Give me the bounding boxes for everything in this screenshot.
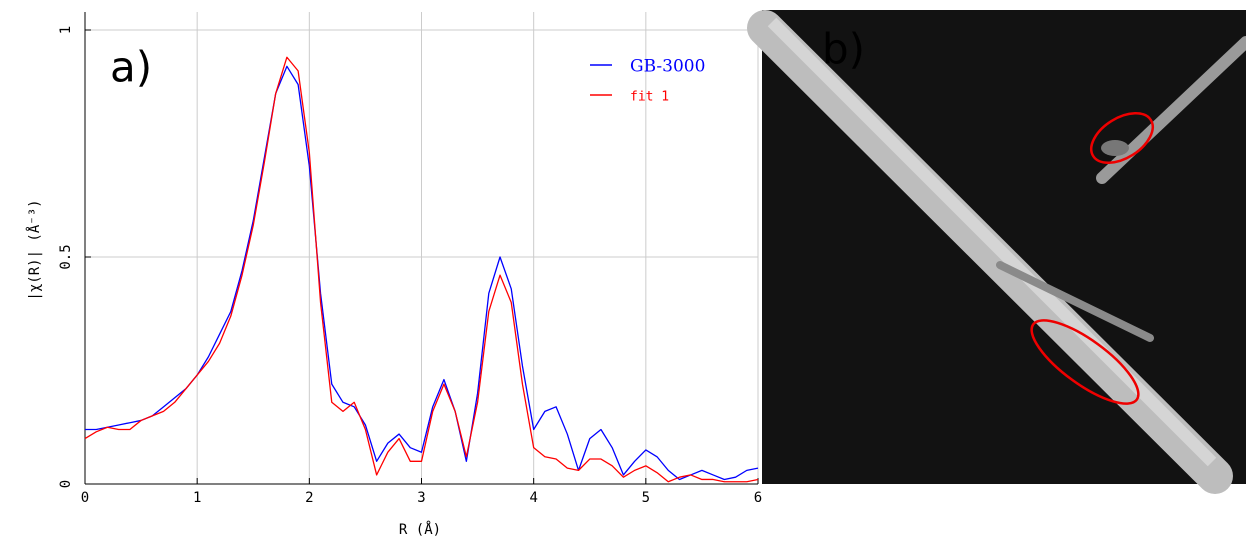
- x-tick-label: 6: [754, 490, 762, 506]
- data-line: [84, 56, 759, 483]
- x-tick-label: 2: [305, 490, 313, 506]
- x-tick-label: 5: [642, 490, 650, 506]
- y-tick-label: 1: [58, 26, 74, 34]
- x-tick-label: 0: [81, 490, 89, 506]
- x-tick-label: 4: [529, 490, 537, 506]
- legend-label: GB-3000: [630, 57, 705, 77]
- rod: [747, 10, 1233, 494]
- legend-label: fit 1: [630, 90, 669, 105]
- x-tick-label: 1: [193, 490, 201, 506]
- panel-label: a): [110, 43, 152, 92]
- thin-rod: [996, 261, 1154, 342]
- panel-label: b): [822, 25, 865, 74]
- y-tick-label: 0.5: [58, 244, 74, 269]
- highlight-ellipse: [1030, 319, 1140, 405]
- x-axis-label: R (Å): [399, 521, 441, 538]
- thin-rod: [1096, 36, 1246, 184]
- x-tick-label: 3: [417, 490, 425, 506]
- y-tick-label: 0: [58, 480, 74, 488]
- particle: [1101, 140, 1129, 156]
- micrograph: b): [747, 10, 1246, 494]
- y-axis-label: |χ(R)| (Å⁻³): [26, 199, 43, 300]
- highlight-ellipse: [1090, 112, 1154, 164]
- plot: 0 1 2 3 4 5 6 0 0.5 1 GB-3000 fit 1: [58, 12, 762, 506]
